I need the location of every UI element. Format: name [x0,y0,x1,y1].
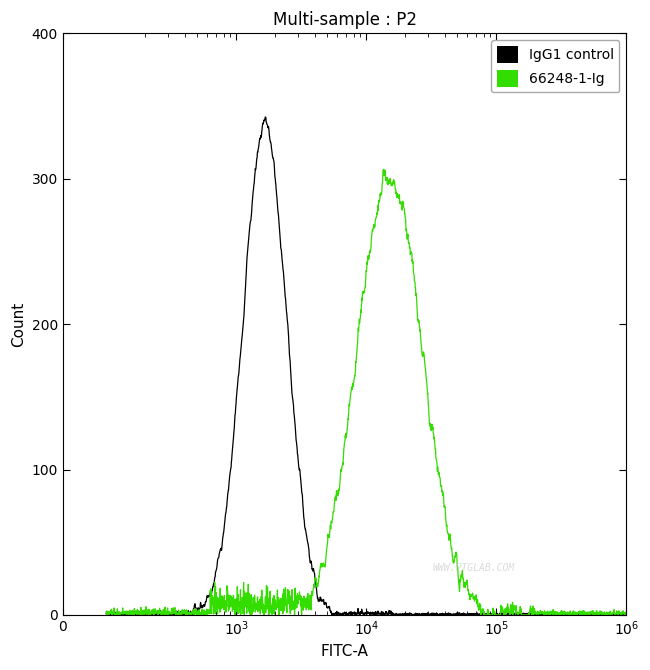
X-axis label: FITC-A: FITC-A [320,644,369,659]
Title: Multi-sample : P2: Multi-sample : P2 [272,11,417,29]
Legend: IgG1 control, 66248-1-Ig: IgG1 control, 66248-1-Ig [491,40,619,92]
Text: WWW.PTGLAB.COM: WWW.PTGLAB.COM [433,563,515,574]
Y-axis label: Count: Count [11,302,26,347]
